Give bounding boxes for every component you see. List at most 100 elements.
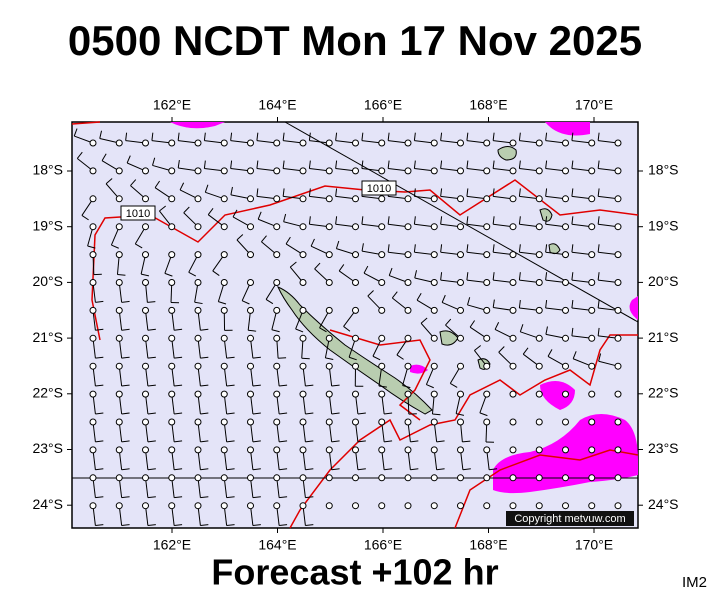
station	[116, 252, 122, 258]
station	[536, 307, 542, 313]
station	[405, 196, 411, 202]
station	[458, 168, 464, 174]
station	[300, 391, 306, 397]
station	[248, 475, 254, 481]
station	[221, 196, 227, 202]
station	[195, 307, 201, 313]
lat-label: 24°S	[648, 496, 679, 512]
station	[326, 252, 332, 258]
station	[90, 252, 96, 258]
station	[274, 168, 280, 174]
station	[143, 196, 149, 202]
station	[484, 335, 490, 341]
station	[353, 196, 359, 202]
station	[484, 475, 490, 481]
station	[431, 363, 437, 369]
station	[484, 140, 490, 146]
station	[510, 252, 516, 258]
lat-label: 18°S	[648, 162, 679, 178]
station	[143, 335, 149, 341]
station	[274, 335, 280, 341]
station	[379, 447, 385, 453]
lat-label: 24°S	[32, 496, 63, 512]
station	[353, 168, 359, 174]
station	[458, 252, 464, 258]
station	[248, 224, 254, 230]
station	[353, 363, 359, 369]
station	[431, 224, 437, 230]
station	[510, 419, 516, 425]
station	[169, 503, 175, 509]
station	[458, 280, 464, 286]
station	[353, 503, 359, 509]
station	[169, 252, 175, 258]
station	[536, 196, 542, 202]
station	[90, 503, 96, 509]
station	[248, 391, 254, 397]
station	[221, 363, 227, 369]
station	[169, 196, 175, 202]
footer: Forecast +102 hr	[211, 552, 498, 593]
station	[326, 447, 332, 453]
station	[90, 335, 96, 341]
station	[195, 475, 201, 481]
station	[615, 363, 621, 369]
station	[274, 391, 280, 397]
station	[484, 168, 490, 174]
station	[300, 335, 306, 341]
lat-label: 22°S	[32, 385, 63, 401]
lat-label: 23°S	[648, 440, 679, 456]
lat-label: 20°S	[32, 273, 63, 289]
station	[484, 391, 490, 397]
station	[589, 196, 595, 202]
station	[563, 168, 569, 174]
station	[431, 447, 437, 453]
station	[405, 224, 411, 230]
station	[563, 363, 569, 369]
station	[326, 391, 332, 397]
station	[248, 196, 254, 202]
station	[589, 224, 595, 230]
station	[353, 252, 359, 258]
station	[169, 419, 175, 425]
station	[248, 168, 254, 174]
station	[615, 447, 621, 453]
station	[90, 140, 96, 146]
station	[300, 252, 306, 258]
station	[195, 252, 201, 258]
station	[589, 140, 595, 146]
lon-label: 168°E	[469, 97, 507, 113]
lat-label: 21°S	[648, 329, 679, 345]
barb-flag	[432, 414, 440, 415]
station	[431, 419, 437, 425]
station	[510, 307, 516, 313]
station	[405, 447, 411, 453]
station	[405, 168, 411, 174]
station	[353, 447, 359, 453]
station	[563, 252, 569, 258]
station	[169, 475, 175, 481]
station	[458, 363, 464, 369]
station	[248, 335, 254, 341]
station	[431, 391, 437, 397]
station	[615, 475, 621, 481]
station	[195, 196, 201, 202]
station	[536, 363, 542, 369]
station	[484, 280, 490, 286]
station	[379, 391, 385, 397]
station	[116, 280, 122, 286]
station	[248, 252, 254, 258]
station	[615, 224, 621, 230]
station	[379, 335, 385, 341]
station	[379, 280, 385, 286]
lon-label: 166°E	[364, 97, 402, 113]
station	[589, 475, 595, 481]
station	[405, 140, 411, 146]
station	[248, 363, 254, 369]
station	[248, 447, 254, 453]
station	[536, 140, 542, 146]
station	[353, 140, 359, 146]
station	[536, 168, 542, 174]
station	[536, 391, 542, 397]
